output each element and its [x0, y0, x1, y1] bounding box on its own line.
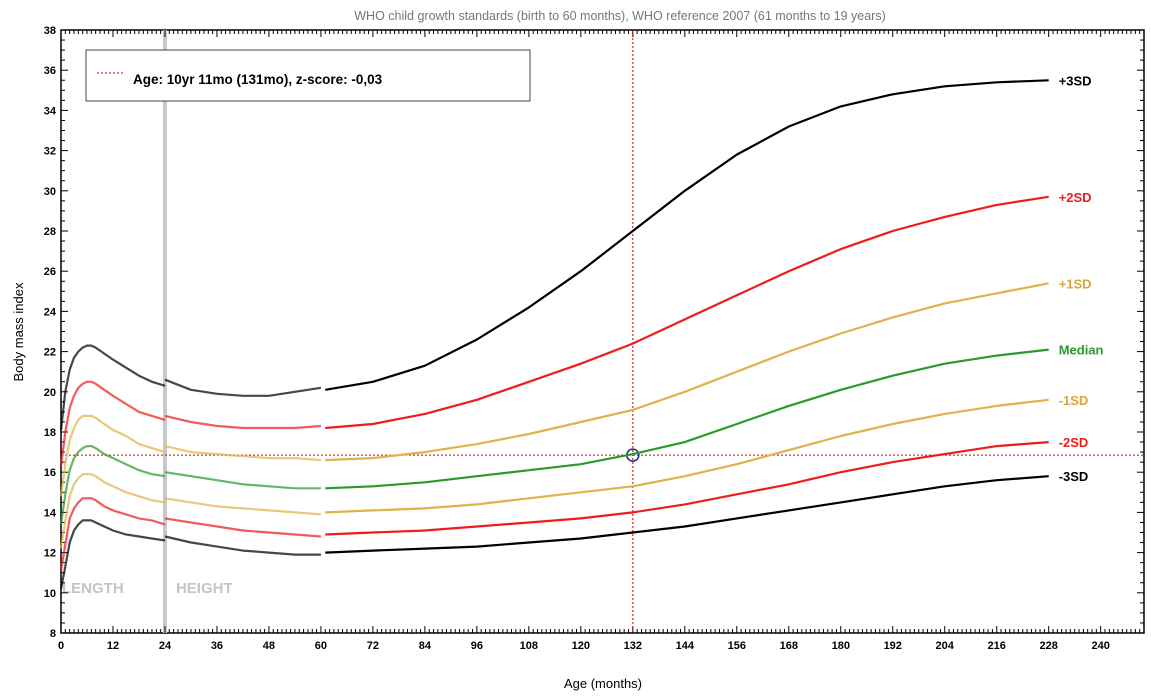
y-tick-label: 14 — [44, 507, 57, 519]
y-tick-label: 22 — [44, 347, 56, 359]
x-tick-label: 144 — [676, 640, 695, 652]
region-label-length: LENGTH — [62, 580, 124, 597]
y-tick-label: 8 — [50, 628, 56, 640]
x-tick-label: 36 — [211, 640, 223, 652]
legend: Age: 10yr 11mo (131mo), z-score: -0,03 — [85, 49, 531, 102]
legend-box — [85, 49, 531, 102]
x-tick-label: 120 — [572, 640, 590, 652]
y-tick-label: 10 — [44, 588, 56, 600]
chart-title: WHO child growth standards (birth to 60 … — [354, 9, 885, 23]
curve-plus2sd-segment-2 — [325, 195, 1049, 430]
curve-minus1sd-segment-0 — [59, 473, 166, 549]
curve-minus1sd-segment-1 — [164, 497, 321, 516]
x-tick-label: 48 — [263, 640, 275, 652]
x-tick-label: 192 — [884, 640, 902, 652]
x-tick-label: 204 — [936, 640, 955, 652]
x-tick-label: 168 — [780, 640, 798, 652]
curve-label-median: Median — [1059, 343, 1104, 358]
curve-median-segment-2 — [325, 348, 1049, 490]
x-tick-label: 84 — [419, 640, 432, 652]
curve-plus1sd-segment-2 — [325, 282, 1049, 462]
curve-label-minus2sd: -2SD — [1059, 435, 1089, 450]
y-tick-label: 26 — [44, 266, 56, 278]
y-tick-label: 16 — [44, 467, 56, 479]
curve-plus2sd-segment-0 — [59, 380, 166, 467]
curve-median-segment-1 — [164, 471, 321, 490]
curve-label-minus3sd: -3SD — [1059, 469, 1089, 484]
y-tick-label: 20 — [44, 387, 56, 399]
x-tick-label: 60 — [315, 640, 327, 652]
y-tick-label: 30 — [44, 186, 56, 198]
x-tick-label: 72 — [367, 640, 379, 652]
curve-labels: +3SD +2SD +1SD Median -1SD -2SD -3SD — [1059, 73, 1104, 484]
x-axis-title: Age (months) — [564, 676, 642, 691]
legend-text: Age: 10yr 11mo (131mo), z-score: -0,03 — [133, 72, 383, 87]
plot-area — [60, 29, 1145, 634]
curve-minus2sd-segment-0 — [59, 497, 166, 571]
curve-plus1sd-segment-1 — [164, 445, 321, 462]
curve-label-plus1sd: +1SD — [1059, 276, 1092, 291]
x-tick-label: 108 — [520, 640, 538, 652]
curve-minus2sd-segment-1 — [164, 517, 321, 538]
curve-label-plus2sd: +2SD — [1059, 190, 1092, 205]
curve-minus3sd-segment-0 — [59, 519, 166, 590]
curve-minus1sd-segment-2 — [325, 398, 1049, 514]
region-label-height: HEIGHT — [176, 580, 233, 597]
x-tick-label: 132 — [624, 640, 642, 652]
y-tick-label: 34 — [44, 105, 57, 117]
curve-plus3sd-segment-0 — [59, 344, 166, 431]
x-tick-label: 0 — [58, 640, 64, 652]
curve-median-segment-0 — [59, 445, 166, 525]
curve-plus2sd-segment-1 — [164, 414, 321, 430]
curve-plus3sd-segment-1 — [164, 378, 322, 397]
curve-label-minus1sd: -1SD — [1059, 393, 1089, 408]
x-tick-label: 96 — [471, 640, 483, 652]
tick-labels: 0 12 24 36 48 60 72 84 96 108 120 132 144 156 168 180 19… — [44, 25, 1110, 652]
x-tick-label: 180 — [832, 640, 850, 652]
curve-minus2sd-segment-2 — [325, 441, 1049, 536]
curve-label-plus3sd: +3SD — [1059, 73, 1092, 88]
y-tick-label: 24 — [44, 306, 57, 318]
x-tick-label: 156 — [728, 640, 746, 652]
y-axis-title: Body mass index — [11, 282, 26, 381]
x-tick-label: 12 — [107, 640, 119, 652]
y-tick-label: 32 — [44, 146, 56, 158]
y-tick-label: 36 — [44, 65, 56, 77]
region-layer: LENGTH HEIGHT — [62, 30, 233, 633]
curve-plus3sd-segment-2 — [325, 79, 1049, 391]
y-tick-label: 18 — [44, 427, 56, 439]
curve-minus3sd-segment-1 — [164, 535, 321, 556]
curve-layer — [59, 79, 1049, 590]
curve-plus1sd-segment-0 — [59, 414, 166, 497]
x-tick-label: 24 — [159, 640, 172, 652]
y-tick-label: 12 — [44, 548, 56, 560]
y-tick-label: 28 — [44, 226, 56, 238]
y-tick-label: 38 — [44, 25, 56, 37]
x-tick-label: 216 — [988, 640, 1006, 652]
x-tick-label: 228 — [1040, 640, 1058, 652]
x-tick-label: 240 — [1092, 640, 1110, 652]
curve-minus3sd-segment-2 — [325, 475, 1049, 554]
axis-ticks — [60, 29, 1145, 634]
